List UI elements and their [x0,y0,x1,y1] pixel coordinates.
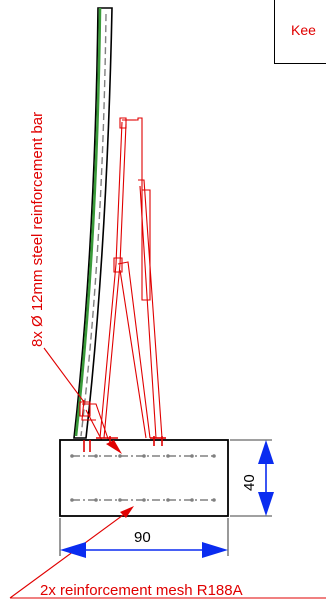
note-text: Kee [291,22,316,38]
dimension-height [230,439,274,517]
leader-arrowhead-bar [106,440,122,454]
steel-reinforcement-bars [79,117,163,457]
width-dimension-label: 90 [134,529,151,546]
dimension-width [59,518,229,558]
steel-bar-label: 8x Ø 12mm steel reinforcement bar [29,112,46,347]
height-dimension-label: 40 [241,474,258,491]
leader-arrowhead-mesh [120,506,134,518]
curved-wall-panel [73,7,113,439]
leader-lines [9,347,326,599]
note-box: Kee [274,0,326,64]
mesh-label: 2x reinforcement mesh R188A [40,582,243,599]
foundation-block [59,436,229,517]
